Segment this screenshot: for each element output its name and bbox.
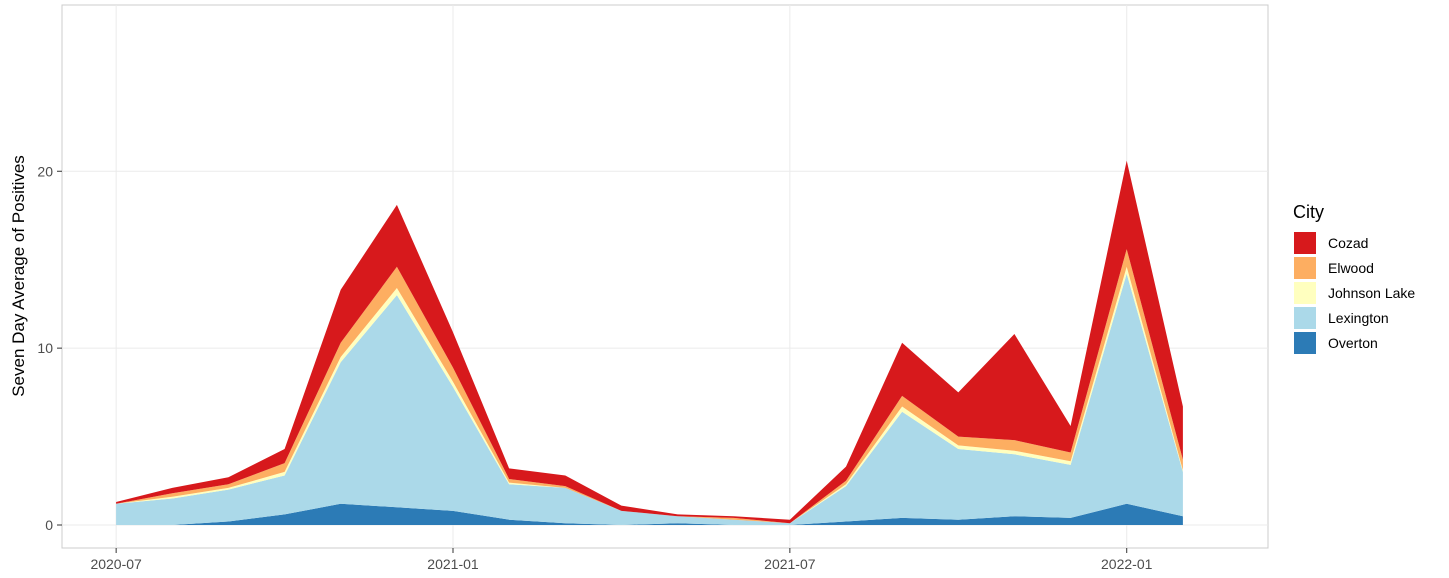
- y-axis-label: Seven Day Average of Positives: [9, 155, 28, 397]
- axes: 0 10 20 2020-07 2021-01 2021-07 2022-01: [37, 163, 1152, 572]
- legend-swatch: [1294, 282, 1316, 304]
- legend-swatch: [1294, 307, 1316, 329]
- legend-title: City: [1293, 202, 1324, 222]
- legend-label: Lexington: [1328, 310, 1389, 326]
- areas: [116, 160, 1183, 525]
- x-tick-label: 2022-01: [1101, 556, 1153, 572]
- x-tick-label: 2021-07: [764, 556, 816, 572]
- y-tick-label: 20: [37, 163, 53, 179]
- x-tick-label: 2021-01: [427, 556, 479, 572]
- y-tick-label: 0: [45, 517, 53, 533]
- area: [116, 273, 1183, 525]
- x-tick-label: 2020-07: [90, 556, 142, 572]
- y-tick-label: 10: [37, 340, 53, 356]
- legend-label: Johnson Lake: [1328, 285, 1415, 301]
- legend-swatch: [1294, 257, 1316, 279]
- panel-border: [61, 4, 1269, 549]
- legend-label: Overton: [1328, 335, 1378, 351]
- area: [116, 160, 1183, 524]
- area: [116, 503, 1183, 525]
- legend-label: Elwood: [1328, 260, 1374, 276]
- legend-label: Cozad: [1328, 235, 1368, 251]
- legend-swatch: [1294, 332, 1316, 354]
- legend-swatch: [1294, 232, 1316, 254]
